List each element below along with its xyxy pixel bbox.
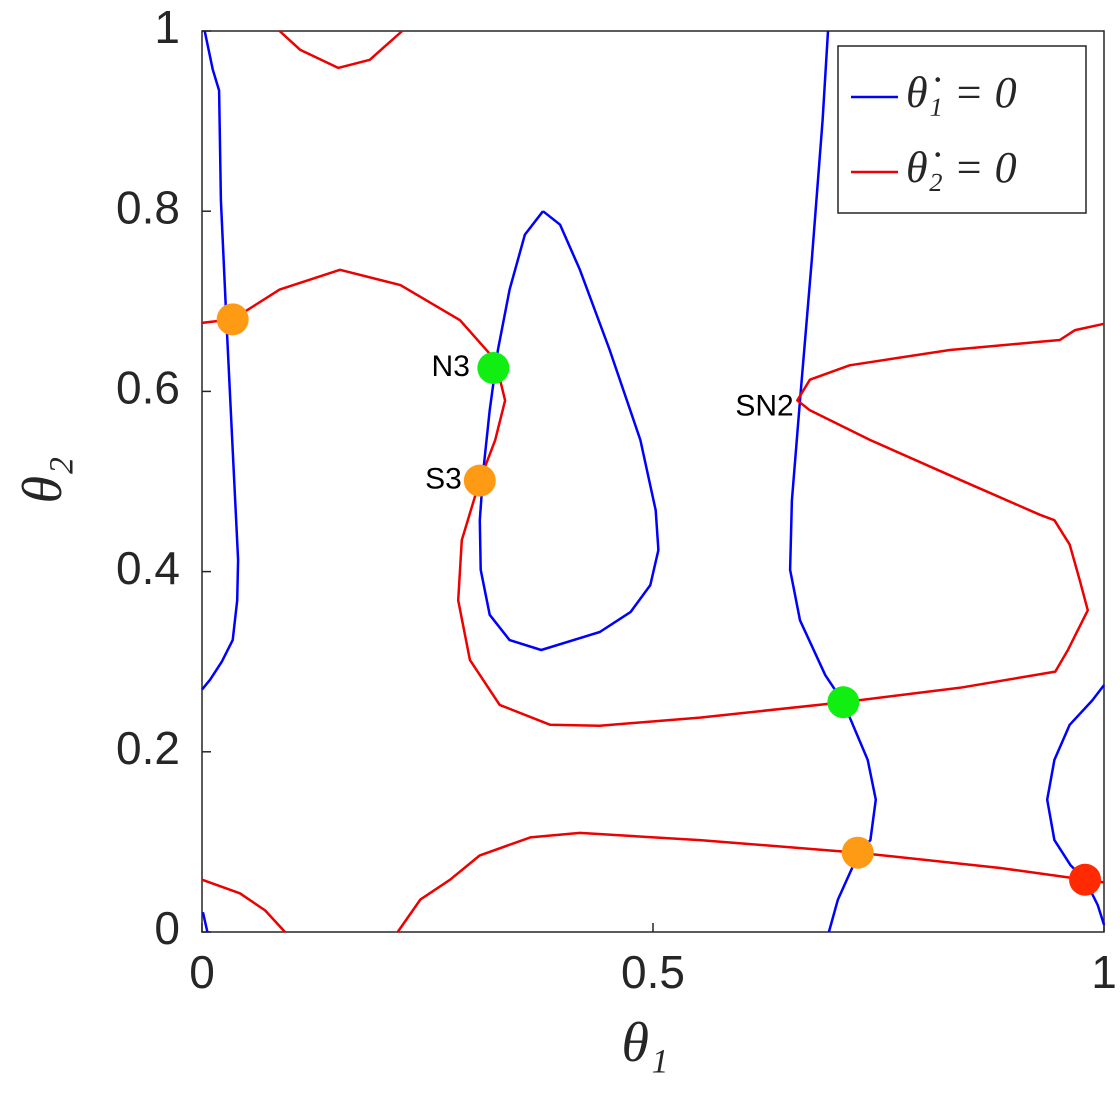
fixed-point [827,686,860,719]
legend: θ̇₁ = 0 θ̇₂ = 0 [837,45,1087,214]
x-tick-label: 1 [1091,946,1117,998]
fixed-point [477,351,510,384]
x-axis-label: θ₁ [622,1012,669,1074]
legend-label: θ̇₁ = 0 [906,68,1017,117]
x-tick-label: 0.5 [621,946,685,998]
annotation: SN2 [735,390,793,423]
nullcline [201,30,1106,933]
y-tick-label: 0.4 [116,542,180,594]
y-tick-label: 0 [154,902,180,954]
x-tick-label: 0 [189,946,215,998]
plot-area: N3 S3 SN2 [201,30,1106,933]
y-tick-label: 1 [154,1,180,53]
legend-label: θ̇₂ = 0 [906,143,1017,192]
y-tick-label: 0.8 [116,181,180,233]
legend-box [837,45,1087,214]
fixed-point [841,836,874,869]
fixed-point [463,464,496,497]
y-tick-label: 0.2 [116,722,180,774]
annotation: N3 [432,350,470,383]
fixed-point [1069,863,1102,896]
nullcline [201,30,1105,933]
fixed-point [216,303,249,336]
y-axis-label: θ₂ [12,457,74,504]
annotation: S3 [425,463,462,496]
y-tick-label: 0.6 [116,362,180,414]
